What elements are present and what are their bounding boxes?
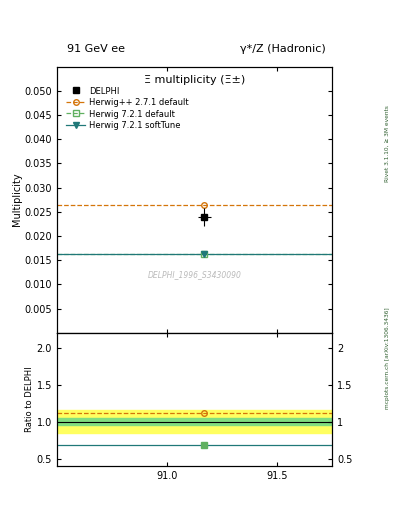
Text: Ξ multiplicity (Ξ±): Ξ multiplicity (Ξ±) [144,75,245,84]
Legend: DELPHI, Herwig++ 2.7.1 default, Herwig 7.2.1 default, Herwig 7.2.1 softTune: DELPHI, Herwig++ 2.7.1 default, Herwig 7… [64,84,191,133]
Text: mcplots.cern.ch [arXiv:1306.3436]: mcplots.cern.ch [arXiv:1306.3436] [385,308,389,409]
Bar [57,411,332,433]
Y-axis label: Ratio to DELPHI: Ratio to DELPHI [25,367,34,432]
Y-axis label: Multiplicity: Multiplicity [12,173,22,226]
Text: DELPHI_1996_S3430090: DELPHI_1996_S3430090 [148,270,241,279]
Bar [57,418,332,425]
Text: 91 GeV ee: 91 GeV ee [67,44,125,54]
Text: γ*/Z (Hadronic): γ*/Z (Hadronic) [241,44,326,54]
Text: Rivet 3.1.10, ≥ 3M events: Rivet 3.1.10, ≥ 3M events [385,105,389,182]
